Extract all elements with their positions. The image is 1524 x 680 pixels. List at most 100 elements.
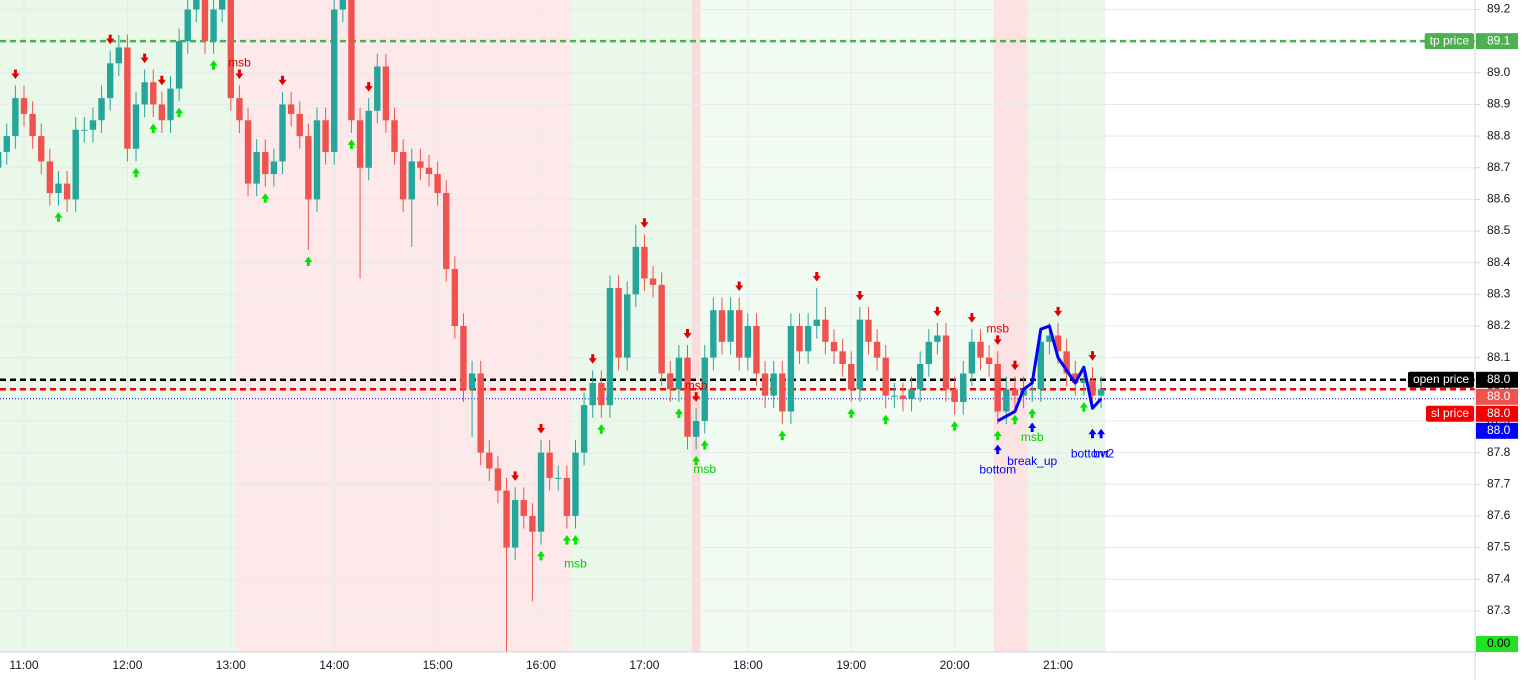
buy-signal bbox=[993, 430, 1002, 441]
candle-body bbox=[262, 151, 269, 175]
indicator-label-box bbox=[1476, 636, 1518, 652]
candle-body bbox=[322, 120, 329, 152]
y-tick-label: 87.7 bbox=[1487, 476, 1511, 490]
zigzag-line bbox=[996, 324, 1103, 423]
sell-signal bbox=[692, 392, 701, 402]
annotation: bottom2 bbox=[1071, 446, 1115, 460]
candle-body bbox=[425, 167, 433, 175]
candle-body bbox=[391, 120, 398, 152]
candle-body bbox=[675, 357, 683, 390]
price-label-box bbox=[1476, 33, 1518, 50]
candle-body bbox=[572, 452, 579, 516]
price-name: sl price bbox=[1431, 406, 1469, 420]
candle-body bbox=[537, 452, 545, 532]
y-tick-label: 88.3 bbox=[1487, 287, 1511, 301]
x-tick-label: 19:00 bbox=[836, 658, 866, 672]
candle-body bbox=[632, 246, 640, 295]
annotation: msb bbox=[228, 56, 251, 70]
candle-body bbox=[546, 452, 553, 478]
x-tick-label: 15:00 bbox=[423, 658, 453, 672]
price-label: 88.0 bbox=[1487, 423, 1511, 437]
x-tick-label: 11:00 bbox=[9, 658, 38, 672]
candle-body bbox=[348, 0, 355, 121]
sell-signal bbox=[278, 75, 287, 86]
sell-signal bbox=[855, 291, 864, 301]
candle-body bbox=[270, 161, 278, 175]
y-tick-label: 87.5 bbox=[1487, 540, 1511, 554]
y-tick-label: 88.9 bbox=[1487, 97, 1511, 111]
price-label-box bbox=[1476, 371, 1518, 388]
price-name-box bbox=[1425, 405, 1474, 422]
candle-body bbox=[804, 326, 812, 352]
buy-signal bbox=[149, 123, 158, 134]
y-tick-label: 87.4 bbox=[1487, 571, 1511, 585]
candle-body bbox=[744, 326, 752, 358]
candle-body bbox=[175, 41, 183, 89]
pattern-signal bbox=[1097, 428, 1106, 439]
candle-body bbox=[503, 490, 510, 548]
candle-body bbox=[81, 129, 88, 131]
annotation: msb bbox=[685, 378, 708, 392]
buy-signal bbox=[571, 535, 580, 545]
price-label-box bbox=[1476, 388, 1518, 405]
pattern-signal bbox=[1088, 428, 1097, 439]
candles bbox=[0, 0, 1105, 652]
candle-body bbox=[382, 66, 390, 121]
x-tick-label: 21:00 bbox=[1043, 658, 1073, 672]
candle-body bbox=[477, 373, 484, 453]
candle-body bbox=[813, 319, 820, 326]
candle-body bbox=[55, 183, 62, 194]
x-tick-label: 18:00 bbox=[733, 658, 763, 672]
candle-body bbox=[848, 363, 855, 390]
candle-body bbox=[598, 382, 605, 406]
candle-body bbox=[1037, 341, 1045, 390]
buy-signal bbox=[881, 414, 890, 425]
candle-body bbox=[253, 151, 260, 184]
price-label: 88.0 bbox=[1487, 389, 1511, 403]
x-tick-label: 13:00 bbox=[216, 658, 246, 672]
candle-body bbox=[942, 335, 950, 390]
sell-signal bbox=[735, 281, 744, 292]
candle-body bbox=[994, 363, 1001, 412]
candle-body bbox=[339, 0, 347, 10]
x-tick-label: 17:00 bbox=[629, 658, 659, 672]
candle-body bbox=[106, 63, 114, 99]
candle-body bbox=[443, 193, 450, 270]
candle-body bbox=[511, 500, 519, 548]
sell-signal bbox=[640, 218, 649, 228]
candle-body bbox=[606, 288, 614, 406]
annotation: msb bbox=[1021, 430, 1044, 444]
candle-body bbox=[201, 0, 209, 42]
sell-signal bbox=[967, 313, 976, 323]
candle-body bbox=[408, 161, 415, 200]
sell-signal bbox=[537, 423, 546, 434]
y-tick-label: 87.6 bbox=[1487, 508, 1511, 522]
candle-body bbox=[38, 136, 45, 162]
candle-body bbox=[494, 468, 502, 491]
candle-body bbox=[658, 284, 665, 374]
candle-body bbox=[1046, 335, 1053, 342]
sell-signal bbox=[933, 306, 942, 317]
candle-body bbox=[331, 9, 338, 152]
candle-body bbox=[124, 47, 131, 149]
candle-body bbox=[1003, 389, 1010, 412]
candle-body bbox=[718, 310, 726, 342]
y-tick-label: 88.6 bbox=[1487, 192, 1511, 206]
candle-body bbox=[460, 326, 467, 390]
candle-body bbox=[563, 477, 571, 516]
candle-body bbox=[46, 161, 54, 194]
sell-signal bbox=[993, 335, 1002, 345]
candle-body bbox=[210, 9, 217, 42]
candle-body bbox=[1072, 373, 1079, 383]
candle-body bbox=[356, 120, 364, 168]
annotation: bvt bbox=[1093, 446, 1110, 460]
candle-body bbox=[227, 0, 235, 99]
candle-body bbox=[555, 477, 562, 479]
price-label-box bbox=[1476, 405, 1518, 422]
candle-body bbox=[779, 373, 786, 412]
buy-signal bbox=[778, 430, 787, 441]
candle-body bbox=[158, 104, 166, 121]
buy-signal bbox=[700, 440, 709, 450]
buy-signal bbox=[175, 107, 184, 118]
